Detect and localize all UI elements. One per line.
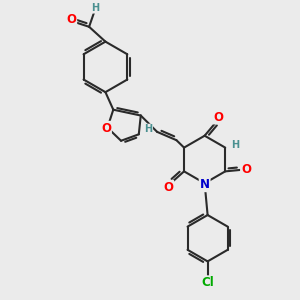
Text: O: O [241,164,251,176]
Text: O: O [213,110,223,124]
Text: H: H [231,140,239,150]
Text: N: N [200,178,210,191]
Text: Cl: Cl [201,276,214,289]
Text: H: H [91,3,99,13]
Text: H: H [144,124,152,134]
Text: O: O [66,13,76,26]
Text: O: O [163,181,173,194]
Text: O: O [101,122,111,135]
